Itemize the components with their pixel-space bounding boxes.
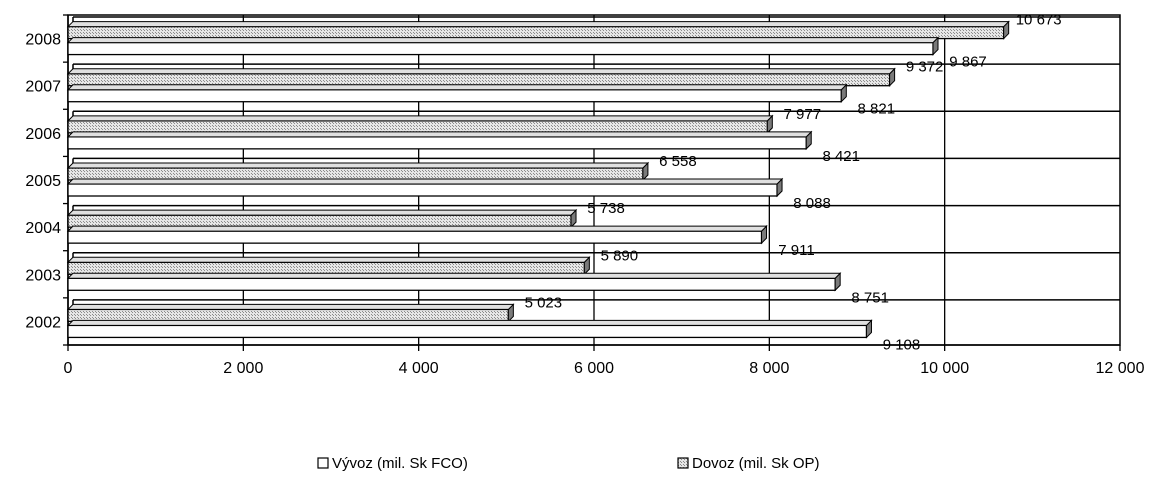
data-label-vyvoz: 8 088 (793, 195, 831, 212)
bar-vyvoz (66, 319, 873, 339)
legend-item-vyvoz: Výv​oz (mil. Sk FCO) (317, 455, 468, 472)
x-tick-label: 0 (64, 360, 73, 377)
legend-item-dovoz: Dovoz (mil. Sk OP) (677, 455, 820, 472)
data-label-vyvoz: 9 867 (949, 54, 987, 71)
data-label-dovoz: 5 890 (601, 247, 639, 264)
bar-dovoz (66, 114, 774, 135)
bar-dovoz (66, 161, 650, 182)
data-label-dovoz: 9 372 (906, 59, 944, 76)
y-tick-label: 2006 (25, 126, 61, 143)
bar-dovoz (66, 208, 578, 229)
data-label-dovoz: 10 673 (1016, 12, 1062, 29)
bar-vyvoz (66, 272, 842, 292)
data-label-dovoz: 5 023 (525, 294, 563, 311)
legend-swatch (317, 457, 329, 469)
data-label-dovoz: 6 558 (659, 153, 697, 170)
plot-area: 0 2 000 4 000 6 000 8 000 10 000 12 000 2002 200… (25, 12, 1144, 377)
bar-vyvoz (66, 177, 784, 198)
y-tick-label: 2008 (25, 32, 61, 49)
bar-dovoz (66, 303, 515, 323)
data-label-dovoz: 5 738 (587, 200, 625, 217)
bar-vyvoz (66, 83, 848, 103)
y-tick-label: 2007 (25, 79, 61, 96)
legend-label: Dovoz (mil. Sk OP) (692, 455, 820, 472)
x-tick-label: 8 000 (749, 360, 789, 377)
x-tick-label: 2 000 (223, 360, 263, 377)
y-tick-label: 2005 (25, 173, 61, 190)
legend: Výv​oz (mil. Sk FCO) Dovoz (mil. Sk OP) (317, 455, 820, 472)
x-tick-label: 10 000 (920, 360, 969, 377)
x-tick-label: 6 000 (574, 360, 614, 377)
bar-dovoz (66, 20, 1010, 40)
data-label-vyvoz: 8 821 (858, 101, 896, 118)
data-label-vyvoz: 8 751 (851, 289, 889, 306)
x-tick-label: 4 000 (399, 360, 439, 377)
bar-vyvoz (66, 130, 813, 151)
data-label-dovoz: 7 977 (784, 106, 822, 123)
bar-vyvoz (66, 224, 768, 245)
bar-dovoz (66, 256, 591, 276)
y-tick-label: 2003 (25, 267, 61, 284)
bar-dovoz (66, 67, 896, 87)
y-tick-label: 2002 (25, 314, 61, 331)
data-label-vyvoz: 9 108 (883, 336, 921, 353)
x-tick-label: 12 000 (1096, 360, 1145, 377)
legend-label: Výv​oz (mil. Sk FCO) (332, 455, 468, 472)
data-label-vyvoz: 8 421 (822, 148, 860, 165)
legend-swatch (677, 457, 689, 469)
bar-vyvoz (66, 36, 940, 56)
y-tick-label: 2004 (25, 220, 61, 237)
data-label-vyvoz: 7 911 (778, 242, 814, 259)
